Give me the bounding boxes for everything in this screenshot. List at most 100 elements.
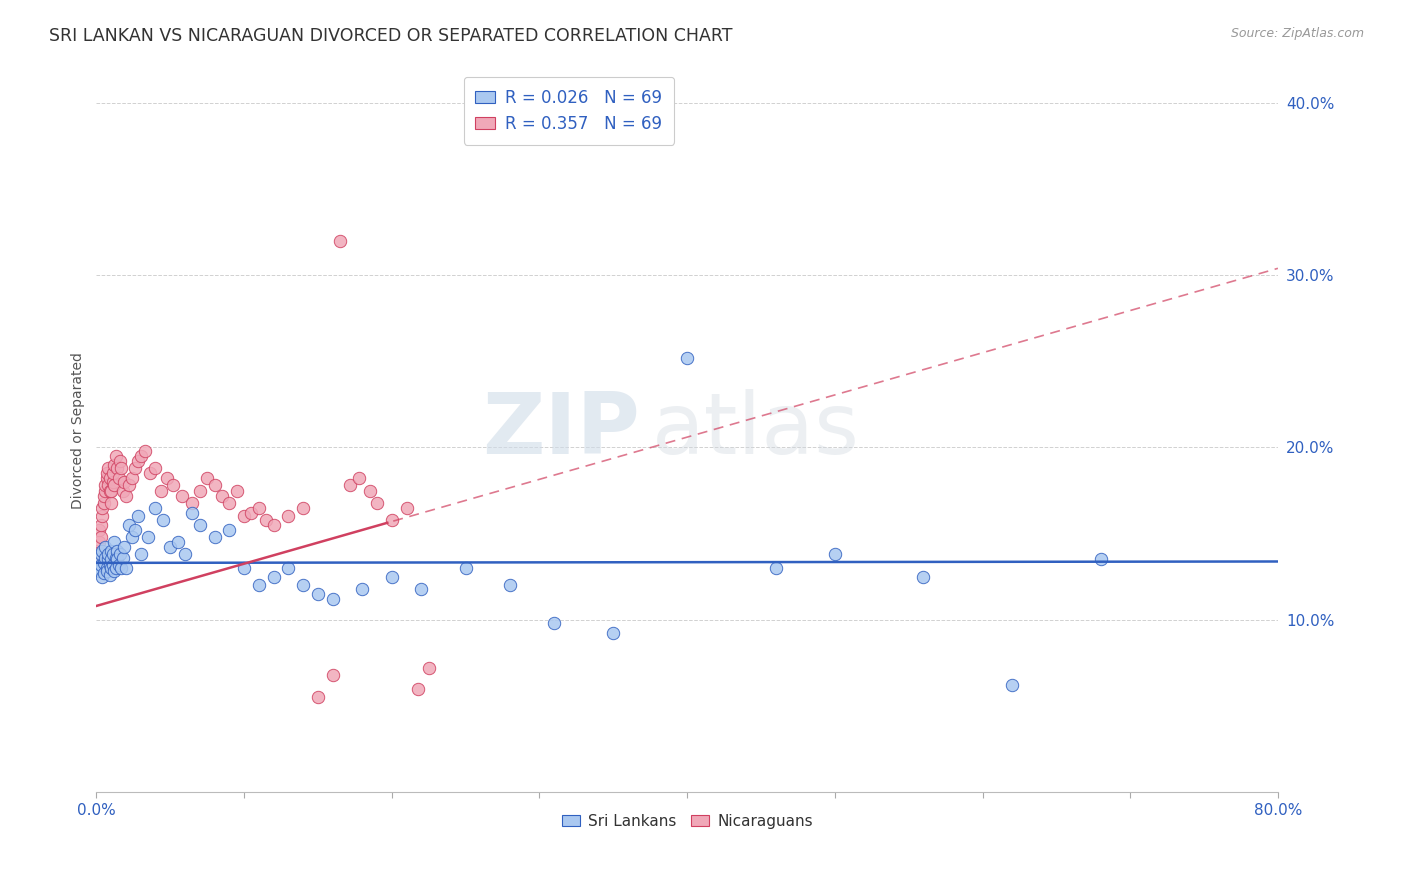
Point <box>145 500 167 515</box>
Point <box>381 513 404 527</box>
Point <box>118 478 141 492</box>
Point <box>602 626 624 640</box>
Point <box>101 547 124 561</box>
Text: atlas: atlas <box>652 389 859 472</box>
Point <box>97 552 120 566</box>
Point <box>97 547 120 561</box>
Point <box>96 471 118 485</box>
Point <box>97 461 120 475</box>
Point <box>96 561 118 575</box>
Point <box>218 495 240 509</box>
Point <box>90 558 112 572</box>
Point <box>159 541 181 555</box>
Point <box>108 454 131 468</box>
Point <box>352 582 374 596</box>
Point <box>454 561 477 575</box>
Point <box>110 461 132 475</box>
Point <box>263 569 285 583</box>
Point <box>150 483 173 498</box>
Point <box>499 578 522 592</box>
Point <box>96 565 118 579</box>
Point <box>134 444 156 458</box>
Point <box>381 569 404 583</box>
Point <box>181 506 204 520</box>
Point <box>98 471 121 485</box>
Point <box>543 616 565 631</box>
Point <box>138 467 160 481</box>
Point <box>112 541 135 555</box>
Point <box>105 552 128 566</box>
Text: Source: ZipAtlas.com: Source: ZipAtlas.com <box>1230 27 1364 40</box>
Point <box>111 550 134 565</box>
Point <box>366 495 388 509</box>
Point <box>108 547 131 561</box>
Point <box>408 681 430 696</box>
Point <box>101 467 124 481</box>
Point <box>359 483 381 498</box>
Point <box>129 449 152 463</box>
Point <box>118 518 141 533</box>
Point <box>188 483 211 498</box>
Point <box>93 556 115 570</box>
Point <box>94 478 117 492</box>
Point <box>322 668 344 682</box>
Point <box>100 561 122 575</box>
Point <box>211 489 233 503</box>
Point <box>218 523 240 537</box>
Point <box>188 518 211 533</box>
Point <box>195 471 218 485</box>
Point <box>765 561 787 575</box>
Point <box>90 547 112 561</box>
Point <box>912 569 935 583</box>
Point <box>96 467 118 481</box>
Point <box>121 471 143 485</box>
Point <box>94 483 117 498</box>
Point <box>91 569 114 583</box>
Point <box>277 509 299 524</box>
Point <box>307 587 329 601</box>
Point <box>103 565 125 579</box>
Point <box>263 518 285 533</box>
Point <box>129 547 152 561</box>
Point <box>98 483 121 498</box>
Point <box>166 535 188 549</box>
Point <box>1090 552 1112 566</box>
Point <box>112 475 135 489</box>
Point <box>94 541 117 555</box>
Point <box>307 690 329 705</box>
Point <box>101 558 124 572</box>
Point <box>121 530 143 544</box>
Point <box>181 495 204 509</box>
Point <box>225 483 247 498</box>
Point <box>277 561 299 575</box>
Point <box>103 458 125 472</box>
Point <box>87 544 110 558</box>
Point <box>174 547 197 561</box>
Point <box>87 552 110 566</box>
Point <box>98 558 121 572</box>
Point <box>1001 678 1024 692</box>
Point <box>247 500 270 515</box>
Point <box>418 661 440 675</box>
Point <box>93 489 115 503</box>
Point <box>204 478 226 492</box>
Point <box>233 509 256 524</box>
Point <box>170 489 193 503</box>
Text: ZIP: ZIP <box>482 389 640 472</box>
Text: SRI LANKAN VS NICARAGUAN DIVORCED OR SEPARATED CORRELATION CHART: SRI LANKAN VS NICARAGUAN DIVORCED OR SEP… <box>49 27 733 45</box>
Point <box>124 461 146 475</box>
Point <box>107 471 129 485</box>
Point <box>152 513 174 527</box>
Point <box>162 478 184 492</box>
Point <box>89 552 111 566</box>
Point <box>111 483 134 498</box>
Point <box>292 578 315 592</box>
Point <box>93 566 115 581</box>
Point <box>105 461 128 475</box>
Point <box>107 558 129 572</box>
Point <box>94 550 117 565</box>
Point <box>127 454 149 468</box>
Point <box>89 565 111 579</box>
Point <box>101 475 124 489</box>
Legend: Sri Lankans, Nicaraguans: Sri Lankans, Nicaraguans <box>555 808 818 835</box>
